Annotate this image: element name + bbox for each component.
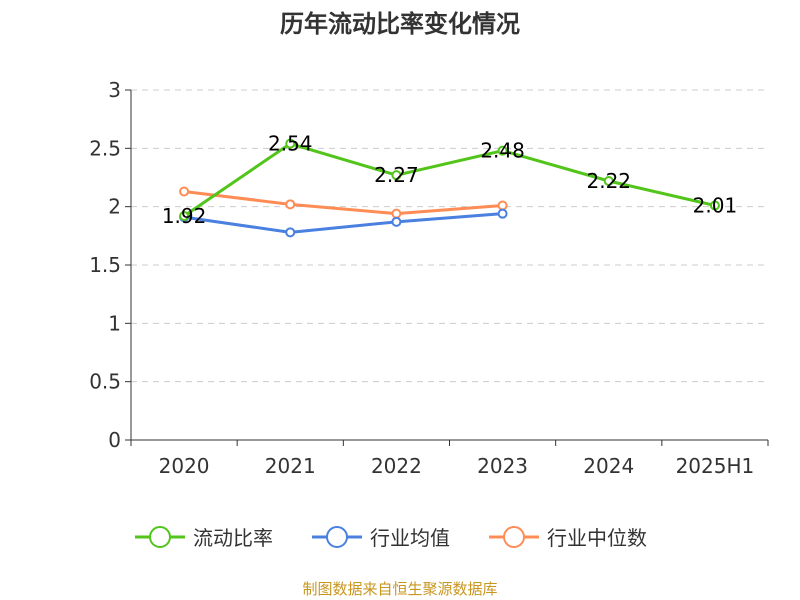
y-tick-label: 1.5 [89, 253, 121, 277]
chart-title: 历年流动比率变化情况 [280, 10, 520, 38]
data-point [497, 200, 508, 211]
x-tick-label: 2023 [477, 454, 528, 478]
y-tick-label: 0 [108, 428, 121, 452]
data-point [285, 227, 296, 238]
data-point [497, 208, 508, 219]
data-point [179, 211, 190, 221]
legend-marker [503, 526, 525, 548]
data-point [391, 170, 402, 181]
series-line [183, 190, 503, 216]
source-note: 制图数据来自恒生聚源数据库 [302, 580, 497, 598]
x-tick-label: 2024 [583, 454, 634, 478]
legend-label: 流动比率 [193, 526, 273, 550]
data-point [391, 216, 402, 227]
x-tick-label: 2020 [159, 454, 210, 478]
data-label: 1.92 [162, 204, 207, 228]
series-line [183, 142, 716, 218]
y-tick-label: 1 [108, 311, 121, 335]
y-tick-label: 2 [108, 195, 121, 219]
x-tick-label: 2022 [371, 454, 422, 478]
y-tick-label: 0.5 [89, 370, 121, 394]
x-tick-label: 2021 [265, 454, 316, 478]
data-label: 2.48 [480, 139, 525, 163]
x-tick-label: 2025H1 [676, 454, 755, 478]
data-point [497, 145, 508, 156]
y-tick-label: 3 [108, 78, 121, 102]
data-label: 2.27 [374, 163, 419, 187]
data-point [179, 186, 190, 197]
data-label: 2.54 [268, 132, 313, 156]
legend-label: 行业中位数 [547, 526, 647, 550]
legend-marker [149, 526, 171, 548]
data-label: 2.22 [586, 169, 631, 193]
data-point [285, 138, 296, 149]
data-point [603, 176, 614, 186]
y-tick-label: 2.5 [89, 136, 121, 160]
data-point [391, 208, 402, 219]
series-line [183, 212, 503, 234]
data-point [285, 199, 296, 210]
data-point [709, 200, 720, 211]
data-label: 2.01 [693, 194, 738, 218]
legend-label: 行业均值 [370, 526, 450, 550]
legend-marker [326, 526, 348, 548]
